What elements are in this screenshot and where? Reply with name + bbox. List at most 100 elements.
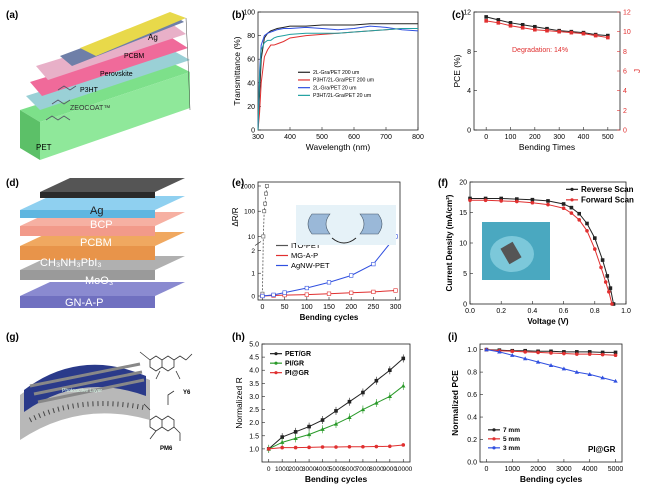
data-point-f (483, 196, 488, 201)
series-line-b (257, 25, 419, 131)
data-point-h (361, 390, 365, 395)
data-point-f (600, 258, 605, 262)
legend-marker-i (492, 428, 496, 432)
data-point-h (280, 435, 284, 439)
data-point-e (271, 292, 276, 297)
series-line-c (486, 16, 608, 37)
data-point-f (585, 221, 589, 226)
data-point-c (520, 25, 525, 30)
panel-label-h: (h) (232, 332, 245, 343)
legend-marker-f (570, 187, 574, 191)
data-point-e (304, 292, 309, 297)
x-axis-label-e: Bending cycles (300, 313, 359, 322)
stack-ag (40, 178, 185, 192)
data-point-i (548, 363, 554, 367)
data-point-f (561, 202, 566, 206)
data-point-h (374, 400, 379, 405)
legend-label-i: 7 mm (503, 427, 520, 434)
legend-label-i: 3 mm (503, 445, 520, 452)
x-tick-label-h: 6000 (342, 466, 357, 473)
data-point-f (468, 198, 472, 203)
data-point-i (562, 351, 566, 356)
inset-photo-f (482, 222, 550, 280)
y-axis-label-c: PCE (%) (452, 54, 462, 87)
y-tick-label-h: 3.5 (249, 381, 259, 388)
layer-label-zeocoat: ZEOCOAT™ (70, 105, 110, 112)
y-tick-label-h: 5.0 (249, 342, 259, 349)
data-point-e (262, 209, 267, 214)
legend-label-e: ITO-PET (291, 241, 321, 250)
x-tick-label-b: 500 (316, 134, 328, 141)
data-point-h (293, 445, 298, 450)
y-tick-label-b: 80 (247, 33, 255, 40)
layer-ag (80, 12, 186, 56)
x-tick-label-i: 3000 (556, 466, 572, 473)
x-tick-label-b: 300 (252, 134, 264, 141)
x-tick-label-f: 1.0 (621, 308, 631, 315)
data-point-e (326, 280, 332, 285)
legend-label-f: Reverse Scan (581, 185, 634, 194)
inset-device (500, 241, 522, 265)
x-tick-label-c: 300 (553, 134, 565, 141)
y-tick-label-c: 0 (467, 128, 471, 135)
data-point-f (599, 265, 603, 270)
data-point-i (549, 351, 553, 355)
data-point-h (387, 394, 393, 399)
y2-tick-label-c: 10 (623, 29, 631, 36)
data-point-i (600, 352, 605, 357)
legend-label-f: Forward Scan (581, 196, 634, 205)
y-tick-label-h: 3.0 (249, 394, 259, 401)
schematic-g: Photoactive Layer Y6 PM6 (20, 351, 193, 452)
legend-label-b: P3HT/2L-Gra/PET 20 um (313, 93, 371, 99)
data-point-h (334, 409, 338, 413)
stack-label-gnap: GN-A-P (65, 297, 104, 309)
data-point-c (593, 33, 598, 38)
y-tick-label-b: 40 (247, 80, 255, 87)
y-tick-label-h: 1.0 (249, 446, 259, 453)
x-tick-label-e: 50 (281, 304, 289, 311)
y-axis-label-f: Current Density (mA/cm²) (445, 194, 454, 291)
data-point-i (497, 349, 502, 354)
axis-break-e (254, 241, 262, 246)
data-point-c (496, 18, 501, 22)
legend-marker-i (492, 437, 496, 441)
schematic-d: Ag BCP PCBM CH₃NH₃PbI₃ MoO₃ GN-A-P (20, 178, 185, 309)
data-point-e (326, 291, 332, 296)
data-point-i (613, 353, 618, 358)
layer-pet-face (40, 72, 190, 160)
x-tick-label-i: 4000 (582, 466, 598, 473)
series-line-b (257, 23, 418, 131)
data-point-h (333, 421, 339, 426)
data-point-h (347, 415, 352, 420)
x-tick-label-i: 2000 (530, 466, 546, 473)
data-point-h (279, 440, 285, 444)
x-tick-label-e: 300 (390, 304, 402, 311)
y2-tick-label-c: 0 (623, 128, 627, 135)
y2-tick-label-c: 2 (623, 108, 627, 115)
data-point-f (483, 198, 488, 203)
x-tick-label-i: 1000 (504, 466, 520, 473)
data-point-h (334, 445, 338, 449)
panel-label-f: (f) (438, 178, 448, 189)
x-axis-label-i: Bending cycles (520, 474, 583, 484)
data-point-h (307, 445, 311, 450)
data-point-i (510, 349, 515, 354)
data-point-f (605, 274, 610, 278)
data-point-h (320, 418, 325, 422)
y2-axis-label-c: J (632, 69, 642, 73)
data-point-i (484, 347, 489, 352)
data-point-f (561, 206, 566, 211)
data-point-e (393, 288, 398, 293)
x-axis-label-h: Bending cycles (305, 474, 368, 484)
data-point-f (577, 211, 581, 216)
legend-marker-f (570, 198, 574, 202)
data-point-f (546, 202, 550, 207)
y-axis-label-h: Normalized R (234, 377, 244, 429)
panel-label-g: (g) (6, 332, 19, 343)
photoactive-label: Photoactive Layer (62, 388, 102, 394)
data-point-i (613, 350, 618, 355)
y-tick-label-h: 4.0 (249, 368, 259, 375)
data-point-h (361, 444, 365, 449)
